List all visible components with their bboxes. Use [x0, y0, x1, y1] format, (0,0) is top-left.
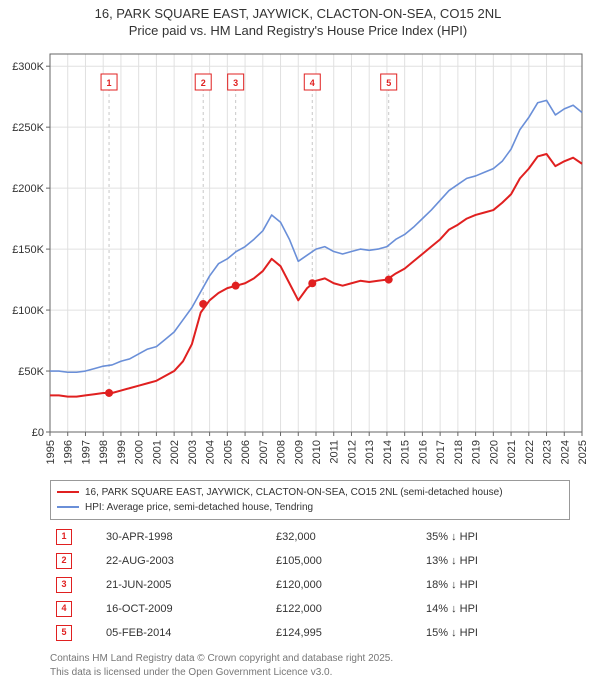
footer-line2: This data is licensed under the Open Gov…	[50, 666, 590, 680]
svg-text:2007: 2007	[258, 440, 270, 464]
sale-price: £122,000	[272, 598, 420, 620]
sale-hpi-delta: 14% ↓ HPI	[422, 598, 568, 620]
sale-index: 2	[52, 550, 100, 572]
legend-label: HPI: Average price, semi-detached house,…	[85, 500, 313, 515]
svg-text:2023: 2023	[542, 440, 554, 464]
svg-text:£250K: £250K	[12, 122, 44, 134]
sale-marker-box: 2	[56, 553, 72, 569]
svg-text:£0: £0	[32, 427, 44, 439]
svg-text:2008: 2008	[276, 440, 288, 464]
svg-text:2009: 2009	[293, 440, 305, 464]
line-chart-svg: £0 £50K £100K £150K £200K £250K £300K 1995 1996 1…	[6, 44, 590, 474]
sale-price: £120,000	[272, 574, 420, 596]
sale-date: 16-OCT-2009	[102, 598, 270, 620]
sale-marker-box: 5	[56, 625, 72, 641]
svg-text:2011: 2011	[329, 440, 341, 464]
table-row: 5 05-FEB-2014£124,99515% ↓ HPI	[52, 622, 568, 644]
sale-date: 21-JUN-2005	[102, 574, 270, 596]
legend-label: 16, PARK SQUARE EAST, JAYWICK, CLACTON-O…	[85, 485, 503, 500]
chart-title: 16, PARK SQUARE EAST, JAYWICK, CLACTON-O…	[6, 6, 590, 40]
footer-line1: Contains HM Land Registry data © Crown c…	[50, 652, 590, 666]
sale-index: 3	[52, 574, 100, 596]
sale-index: 4	[52, 598, 100, 620]
svg-text:2018: 2018	[453, 440, 465, 464]
svg-text:£300K: £300K	[12, 61, 44, 73]
svg-text:1: 1	[107, 78, 112, 88]
sale-date: 22-AUG-2003	[102, 550, 270, 572]
sale-date: 30-APR-1998	[102, 526, 270, 548]
svg-text:£100K: £100K	[12, 305, 44, 317]
table-row: 4 16-OCT-2009£122,00014% ↓ HPI	[52, 598, 568, 620]
svg-text:2017: 2017	[435, 440, 447, 464]
sale-index: 1	[52, 526, 100, 548]
legend-swatch	[57, 491, 79, 493]
sale-price: £32,000	[272, 526, 420, 548]
legend-swatch	[57, 506, 79, 508]
legend-box: 16, PARK SQUARE EAST, JAYWICK, CLACTON-O…	[50, 480, 570, 520]
sale-price: £105,000	[272, 550, 420, 572]
sale-hpi-delta: 13% ↓ HPI	[422, 550, 568, 572]
svg-text:2014: 2014	[382, 440, 394, 464]
svg-text:2024: 2024	[559, 440, 571, 464]
svg-text:1996: 1996	[63, 440, 75, 464]
svg-text:£150K: £150K	[12, 244, 44, 256]
title-line2: Price paid vs. HM Land Registry's House …	[6, 23, 590, 40]
svg-text:2005: 2005	[222, 440, 234, 464]
svg-text:2002: 2002	[169, 440, 181, 464]
sale-date: 05-FEB-2014	[102, 622, 270, 644]
svg-text:2016: 2016	[417, 440, 429, 464]
svg-text:2019: 2019	[471, 440, 483, 464]
table-row: 1 30-APR-1998£32,00035% ↓ HPI	[52, 526, 568, 548]
svg-text:5: 5	[386, 78, 391, 88]
svg-text:2013: 2013	[364, 440, 376, 464]
sale-index: 5	[52, 622, 100, 644]
svg-text:£200K: £200K	[12, 183, 44, 195]
svg-text:2004: 2004	[205, 440, 217, 464]
svg-text:2020: 2020	[488, 440, 500, 464]
svg-text:2: 2	[201, 78, 206, 88]
sale-hpi-delta: 35% ↓ HPI	[422, 526, 568, 548]
svg-text:2006: 2006	[240, 440, 252, 464]
legend-row: 16, PARK SQUARE EAST, JAYWICK, CLACTON-O…	[57, 485, 563, 500]
svg-text:2022: 2022	[524, 440, 536, 464]
svg-text:1999: 1999	[116, 440, 128, 464]
svg-text:2021: 2021	[506, 440, 518, 464]
svg-text:1997: 1997	[80, 440, 92, 464]
footer-attribution: Contains HM Land Registry data © Crown c…	[50, 652, 590, 680]
title-line1: 16, PARK SQUARE EAST, JAYWICK, CLACTON-O…	[6, 6, 590, 23]
sale-marker-box: 1	[56, 529, 72, 545]
svg-text:1998: 1998	[98, 440, 110, 464]
sale-hpi-delta: 15% ↓ HPI	[422, 622, 568, 644]
sale-marker-box: 4	[56, 601, 72, 617]
chart-area: £0 £50K £100K £150K £200K £250K £300K 1995 1996 1…	[6, 44, 590, 474]
legend-row: HPI: Average price, semi-detached house,…	[57, 500, 563, 515]
svg-text:2025: 2025	[577, 440, 589, 464]
svg-text:2012: 2012	[346, 440, 358, 464]
svg-text:£50K: £50K	[18, 366, 44, 378]
svg-text:1995: 1995	[45, 440, 57, 464]
sale-price: £124,995	[272, 622, 420, 644]
svg-text:2001: 2001	[151, 440, 163, 464]
svg-text:4: 4	[310, 78, 315, 88]
table-row: 2 22-AUG-2003£105,00013% ↓ HPI	[52, 550, 568, 572]
svg-text:3: 3	[233, 78, 238, 88]
sales-table: 1 30-APR-1998£32,00035% ↓ HPI 2 22-AUG-2003…	[50, 524, 570, 646]
svg-text:2000: 2000	[134, 440, 146, 464]
sale-marker-box: 3	[56, 577, 72, 593]
svg-text:2003: 2003	[187, 440, 199, 464]
svg-text:2015: 2015	[400, 440, 412, 464]
svg-text:2010: 2010	[311, 440, 323, 464]
table-row: 3 21-JUN-2005£120,00018% ↓ HPI	[52, 574, 568, 596]
sale-hpi-delta: 18% ↓ HPI	[422, 574, 568, 596]
